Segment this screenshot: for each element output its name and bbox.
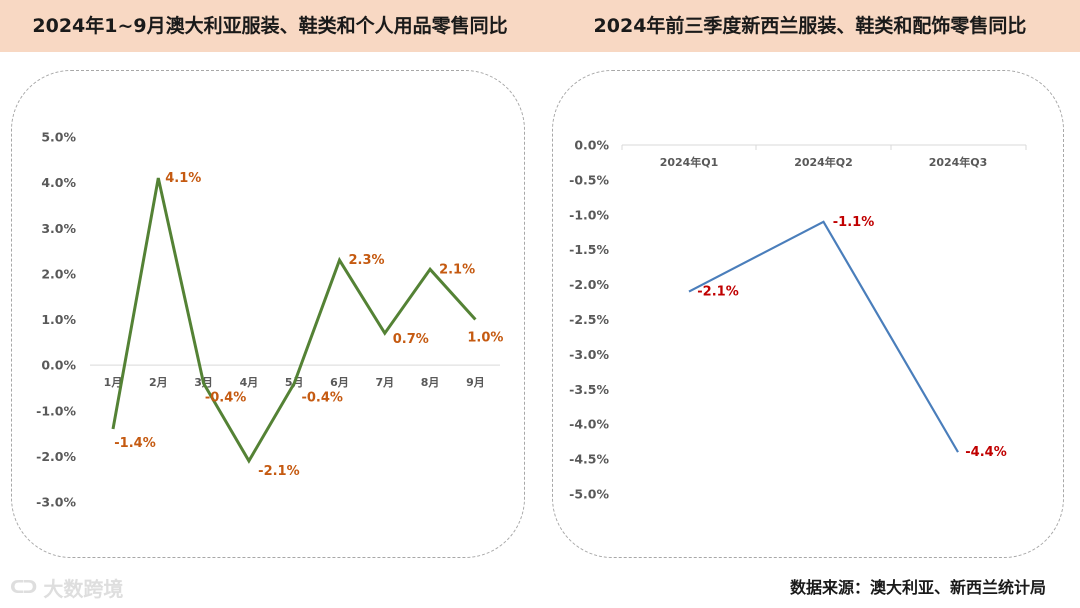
y-tick-label: -1.0% bbox=[569, 207, 609, 222]
y-tick-label: 0.0% bbox=[574, 138, 609, 153]
y-tick-label: -4.0% bbox=[569, 417, 609, 432]
y-tick-label: -3.0% bbox=[36, 495, 76, 510]
y-tick-label: 3.0% bbox=[41, 221, 76, 236]
data-label: -0.4% bbox=[301, 390, 342, 405]
y-tick-label: -3.0% bbox=[569, 347, 609, 362]
logo-text: 大数跨境 bbox=[43, 576, 124, 601]
x-category-label: 2024年Q2 bbox=[794, 155, 853, 169]
y-tick-label: 4.0% bbox=[41, 175, 76, 190]
y-tick-label: -2.0% bbox=[569, 277, 609, 292]
y-tick-label: 0.0% bbox=[41, 358, 76, 373]
x-category-label: 9月 bbox=[466, 376, 485, 389]
logo-mark-icon: ᑕᑐ bbox=[10, 576, 37, 598]
y-tick-label: -4.5% bbox=[569, 452, 609, 467]
x-category-label: 4月 bbox=[240, 376, 259, 389]
y-tick-label: -1.0% bbox=[36, 403, 76, 418]
x-category-label: 1月 bbox=[104, 376, 123, 389]
series-line bbox=[111, 177, 477, 464]
data-label: 1.0% bbox=[467, 331, 503, 346]
data-label: 2.1% bbox=[439, 262, 475, 277]
x-category-label: 2024年Q1 bbox=[660, 155, 719, 169]
data-source-note: 数据来源：澳大利亚、新西兰统计局 bbox=[789, 578, 1046, 597]
right-chart-title: 2024年前三季度新西兰服装、鞋类和配饰零售同比 bbox=[593, 15, 1027, 37]
x-category-label: 7月 bbox=[375, 376, 394, 389]
series-line bbox=[688, 220, 959, 453]
data-label: -2.1% bbox=[697, 285, 738, 300]
y-tick-label: 1.0% bbox=[41, 312, 76, 327]
data-label: -2.1% bbox=[258, 464, 299, 479]
data-label: -1.1% bbox=[833, 215, 874, 230]
x-category-label: 8月 bbox=[421, 376, 440, 389]
brand-logo: ᑕᑐ 大数跨境 bbox=[10, 572, 123, 602]
data-label: 0.7% bbox=[393, 332, 429, 347]
data-label: 2.3% bbox=[348, 253, 384, 268]
left-chart-title: 2024年1~9月澳大利亚服装、鞋类和个人用品零售同比 bbox=[32, 15, 508, 37]
y-tick-label: -2.5% bbox=[569, 312, 609, 327]
data-label: -1.4% bbox=[114, 436, 155, 451]
header-banner: 2024年1~9月澳大利亚服装、鞋类和个人用品零售同比 2024年前三季度新西兰… bbox=[0, 0, 1080, 52]
y-tick-label: 5.0% bbox=[41, 130, 76, 145]
y-tick-label: -2.0% bbox=[36, 449, 76, 464]
y-tick-label: -1.5% bbox=[569, 242, 609, 257]
y-tick-label: -0.5% bbox=[569, 172, 609, 187]
y-tick-label: -3.5% bbox=[569, 382, 609, 397]
x-category-label: 6月 bbox=[330, 376, 349, 389]
right-chart-panel bbox=[552, 70, 1064, 558]
y-tick-label: 2.0% bbox=[41, 266, 76, 281]
data-label: 4.1% bbox=[165, 171, 201, 186]
x-category-label: 2024年Q3 bbox=[929, 155, 988, 169]
y-tick-label: -5.0% bbox=[569, 487, 609, 502]
left-chart-panel bbox=[11, 70, 525, 558]
data-label: -0.4% bbox=[205, 390, 246, 405]
x-category-label: 2月 bbox=[149, 376, 168, 389]
data-label: -4.4% bbox=[965, 445, 1006, 460]
